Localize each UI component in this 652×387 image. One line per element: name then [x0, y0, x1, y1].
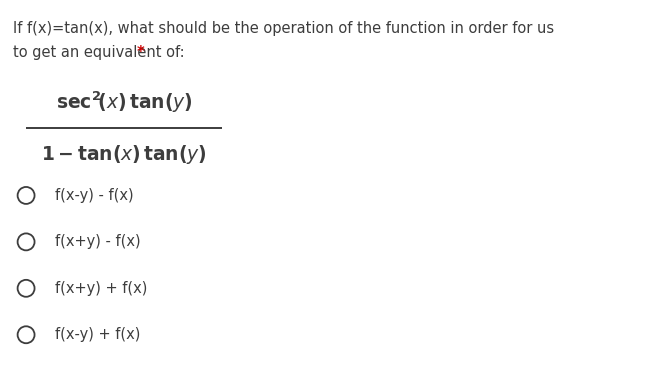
Text: If f(x)=tan(x), what should be the operation of the function in order for us: If f(x)=tan(x), what should be the opera…: [13, 21, 554, 36]
Text: *: *: [137, 45, 145, 60]
Text: f(x+y) - f(x): f(x+y) - f(x): [55, 235, 141, 249]
Text: f(x+y) + f(x): f(x+y) + f(x): [55, 281, 148, 296]
Text: f(x-y) + f(x): f(x-y) + f(x): [55, 327, 141, 342]
Text: $\bf{1} - \bf{tan(}\it{x}\bf{)\,tan(}\it{y}\bf{)}$: $\bf{1} - \bf{tan(}\it{x}\bf{)\,tan(}\it…: [41, 143, 207, 166]
Text: $\bf{sec}^{\bf{2}}\!\bf{(}\it{x}\bf{)}\,\bf{tan(}\it{y}\bf{)}$: $\bf{sec}^{\bf{2}}\!\bf{(}\it{x}\bf{)}\,…: [55, 90, 192, 115]
Text: to get an equivalent of:: to get an equivalent of:: [13, 45, 189, 60]
Text: f(x-y) - f(x): f(x-y) - f(x): [55, 188, 134, 203]
